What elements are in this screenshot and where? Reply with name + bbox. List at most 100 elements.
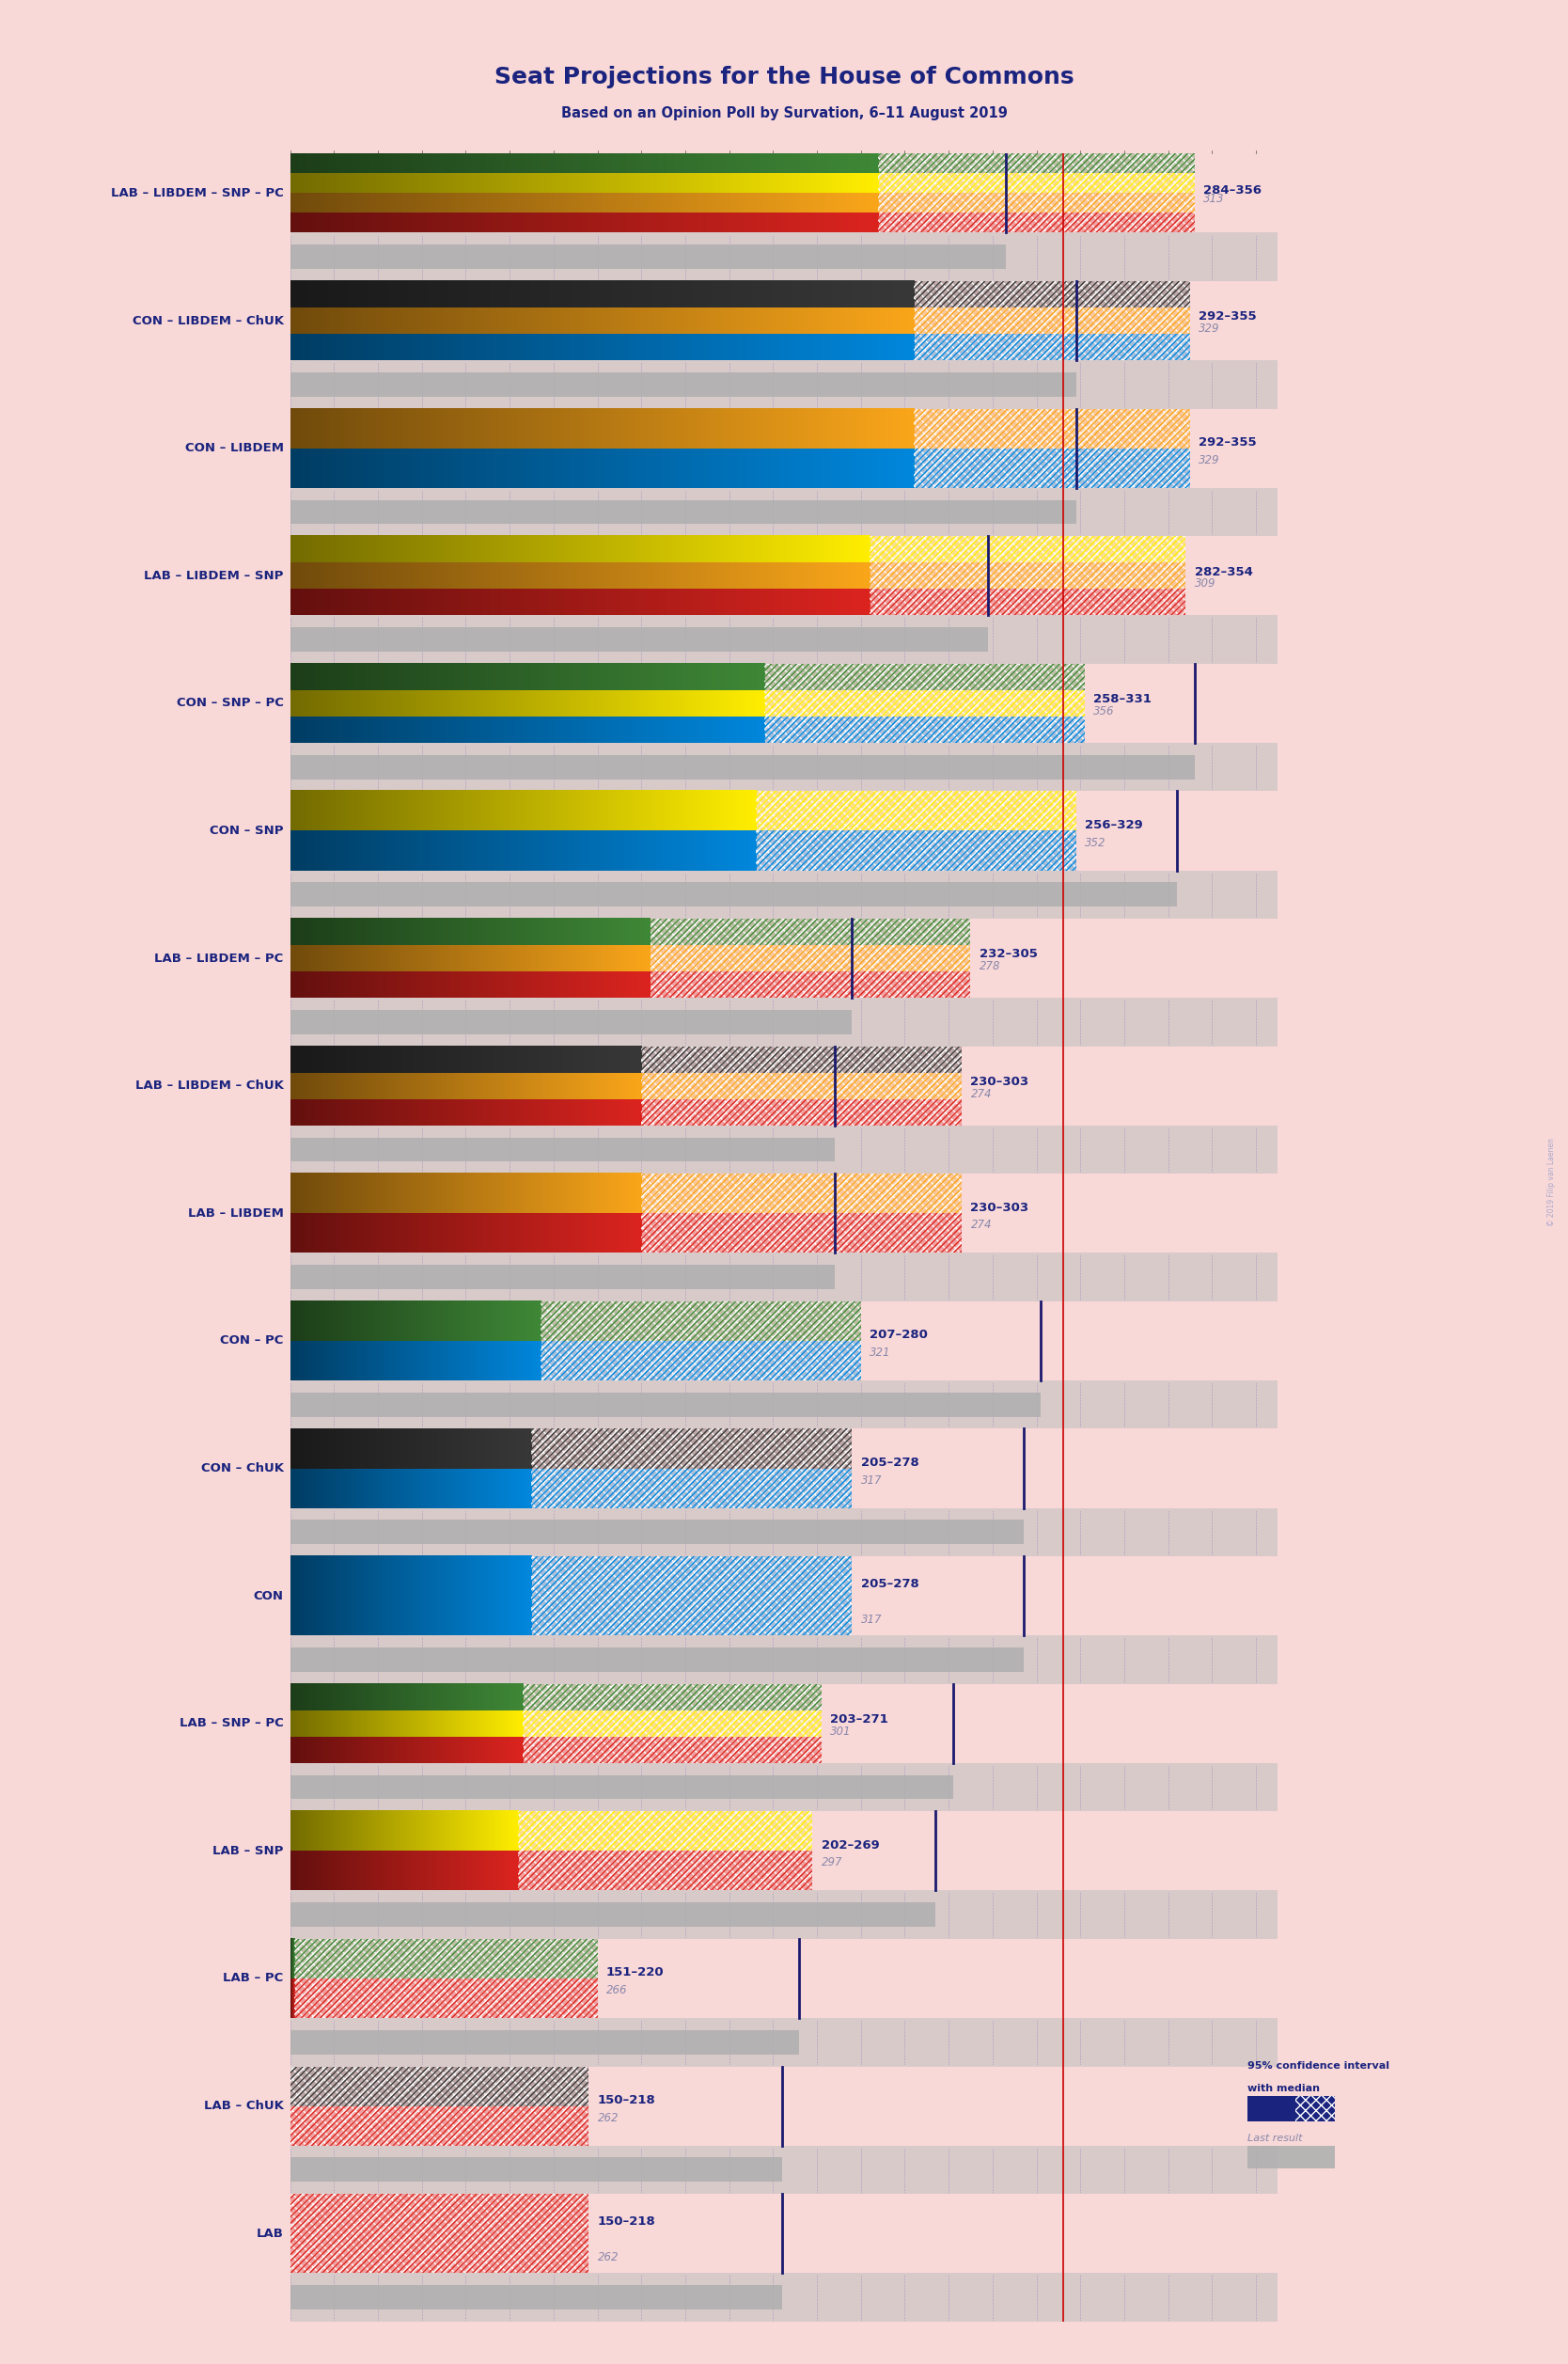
Text: Last result: Last result — [1247, 2135, 1301, 2144]
Bar — [290, 742, 1278, 792]
Bar — [290, 1265, 834, 1288]
Bar — [290, 2147, 1278, 2194]
Bar — [290, 1903, 936, 1927]
Bar — [541, 1300, 861, 1340]
Bar — [290, 2194, 588, 2274]
Bar — [641, 1213, 961, 1253]
Text: 266: 266 — [607, 1983, 627, 1998]
Bar — [290, 2286, 782, 2310]
Bar — [532, 1468, 851, 1508]
Bar — [532, 1428, 851, 1468]
Text: 202–269: 202–269 — [822, 1839, 880, 1851]
Bar — [290, 487, 1278, 537]
Bar — [878, 154, 1195, 173]
Bar — [522, 1683, 822, 1709]
Bar — [290, 1520, 1024, 1544]
Text: Seat Projections for the House of Commons: Seat Projections for the House of Common… — [494, 66, 1074, 87]
Bar — [641, 1099, 961, 1125]
Text: with median: with median — [1247, 2083, 1320, 2092]
Bar — [641, 1175, 961, 1213]
Bar — [914, 409, 1190, 449]
Bar — [290, 1508, 1278, 1556]
Text: 205–278: 205–278 — [861, 1456, 919, 1468]
Bar — [878, 213, 1195, 232]
Text: 205–278: 205–278 — [861, 1577, 919, 1591]
Bar — [878, 173, 1195, 194]
Bar — [914, 333, 1190, 359]
Bar — [641, 1175, 961, 1213]
Bar — [290, 1648, 1024, 1671]
Bar — [914, 307, 1190, 333]
Bar — [532, 1556, 851, 1636]
Bar — [290, 754, 1195, 780]
Text: 356: 356 — [1093, 704, 1115, 716]
Bar — [914, 449, 1190, 487]
Bar — [641, 1047, 961, 1073]
Bar — [914, 307, 1190, 333]
Text: 282–354: 282–354 — [1195, 565, 1253, 577]
Bar — [870, 563, 1185, 589]
Bar — [532, 1556, 851, 1636]
Bar — [870, 589, 1185, 615]
Bar — [290, 1137, 834, 1161]
Bar — [522, 1709, 822, 1738]
Bar — [522, 1683, 822, 1709]
Bar — [914, 409, 1190, 449]
Text: 317: 317 — [861, 1615, 881, 1626]
Bar — [519, 1851, 812, 1891]
Bar — [764, 690, 1085, 716]
Bar — [290, 2106, 588, 2147]
Text: 262: 262 — [597, 2111, 618, 2123]
Bar — [878, 173, 1195, 194]
Text: CON: CON — [254, 1589, 284, 1603]
Bar — [290, 2066, 588, 2106]
Bar — [764, 664, 1085, 690]
Bar — [651, 946, 971, 972]
Text: LAB – LIBDEM: LAB – LIBDEM — [188, 1208, 284, 1220]
Bar — [764, 664, 1085, 690]
Text: 321: 321 — [870, 1347, 891, 1359]
Text: 203–271: 203–271 — [829, 1714, 887, 1726]
Bar — [290, 882, 1178, 908]
Bar — [651, 972, 971, 998]
Bar — [878, 194, 1195, 213]
Bar — [870, 537, 1185, 563]
Text: LAB – LIBDEM – SNP – PC: LAB – LIBDEM – SNP – PC — [111, 187, 284, 199]
Bar — [651, 972, 971, 998]
Bar — [290, 870, 1278, 920]
Bar — [764, 716, 1085, 742]
Bar — [290, 1253, 1278, 1300]
Bar — [878, 194, 1195, 213]
Bar — [519, 1811, 812, 1851]
Text: CON – ChUK: CON – ChUK — [201, 1463, 284, 1475]
Bar — [870, 537, 1185, 563]
Bar — [878, 173, 1195, 194]
Bar — [295, 1938, 597, 1979]
Bar — [914, 281, 1190, 307]
Bar — [290, 1764, 1278, 1811]
Bar — [651, 946, 971, 972]
Bar — [641, 1073, 961, 1099]
Bar — [764, 690, 1085, 716]
Bar — [756, 792, 1076, 830]
Text: 317: 317 — [861, 1475, 881, 1487]
Bar — [532, 1468, 851, 1508]
Text: LAB – SNP – PC: LAB – SNP – PC — [179, 1716, 284, 1730]
Bar — [1295, 2097, 1334, 2121]
Bar — [290, 2106, 588, 2147]
Bar — [519, 1851, 812, 1891]
Text: 352: 352 — [1085, 837, 1105, 849]
Text: LAB: LAB — [256, 2227, 284, 2239]
Bar — [290, 1009, 851, 1033]
Bar — [878, 154, 1195, 173]
Bar — [878, 154, 1195, 173]
Bar — [532, 1428, 851, 1468]
Text: 230–303: 230–303 — [971, 1201, 1029, 1213]
Bar — [1247, 2147, 1334, 2168]
Bar — [295, 1979, 597, 2019]
Text: LAB – LIBDEM – PC: LAB – LIBDEM – PC — [155, 953, 284, 965]
Bar — [870, 589, 1185, 615]
Bar — [764, 716, 1085, 742]
Bar — [651, 920, 971, 946]
Bar — [878, 194, 1195, 213]
